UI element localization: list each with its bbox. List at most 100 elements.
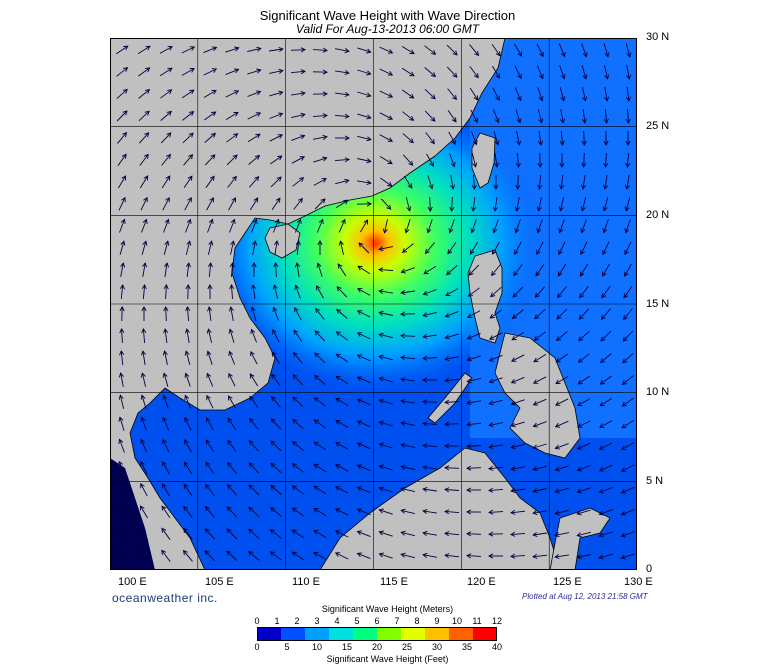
- wave-arrow-head: [139, 505, 145, 511]
- wave-arrow-head: [387, 137, 394, 142]
- colorbar-meter-tick: 8: [414, 616, 420, 626]
- wave-arrow: [335, 530, 349, 538]
- wave-arrow: [164, 329, 168, 343]
- colorbar-swatch: [257, 627, 282, 641]
- wave-arrow: [269, 134, 283, 142]
- wave-arrow: [228, 351, 236, 365]
- wave-arrow: [229, 329, 235, 343]
- wave-arrow: [185, 373, 191, 387]
- wave-arrow-head: [334, 464, 341, 469]
- wave-arrow: [492, 65, 500, 79]
- wave-arrow-head: [473, 117, 478, 124]
- wave-arrow: [249, 373, 259, 387]
- wave-arrow: [559, 65, 565, 79]
- colorbar-frame: [257, 627, 497, 641]
- wave-arrow-head: [272, 284, 278, 290]
- wave-arrow-head: [427, 206, 433, 212]
- wave-arrow-head: [474, 50, 480, 57]
- wave-arrow: [314, 330, 326, 342]
- wave-arrow: [557, 263, 567, 277]
- wave-arrow: [336, 309, 348, 319]
- wave-arrow-head: [118, 416, 124, 422]
- wave-arrow: [577, 442, 591, 450]
- wave-arrow: [225, 47, 239, 53]
- wave-arrow-head: [187, 196, 192, 203]
- wave-arrow: [451, 196, 453, 212]
- wave-arrow: [599, 509, 613, 515]
- wave-arrow-head: [378, 310, 384, 316]
- wave-arrow-head: [162, 372, 168, 378]
- wave-arrow: [292, 374, 304, 386]
- wave-arrow-head: [422, 530, 428, 536]
- wave-arrow-head: [206, 350, 212, 356]
- wave-arrow-head: [624, 184, 630, 190]
- wave-arrow: [120, 284, 124, 300]
- wave-arrow: [578, 308, 590, 320]
- wave-arrow-head: [625, 140, 631, 146]
- wave-arrow-head: [356, 354, 363, 359]
- wave-arrow-head: [270, 395, 276, 402]
- wave-arrow: [335, 442, 349, 450]
- wave-arrow-head: [422, 465, 428, 471]
- wave-arrow: [252, 241, 256, 255]
- wave-arrow: [360, 219, 368, 233]
- wave-arrow-head: [510, 357, 517, 362]
- wave-arrow: [335, 199, 349, 209]
- wave-arrow-head: [230, 240, 236, 246]
- colorbar-meter-tick: 1: [274, 616, 280, 626]
- wave-arrow-head: [188, 153, 194, 160]
- wave-arrow: [424, 110, 436, 122]
- wave-arrow: [555, 376, 569, 384]
- wave-arrow: [401, 444, 415, 448]
- wave-arrow: [269, 91, 283, 97]
- wave-arrow: [429, 196, 431, 212]
- wave-arrow: [357, 69, 371, 75]
- wave-arrow-head: [471, 206, 477, 212]
- wave-arrow: [336, 331, 348, 341]
- wave-arrow: [335, 464, 349, 472]
- wave-arrow: [488, 466, 504, 470]
- wave-arrow-head: [366, 201, 372, 207]
- wave-arrow-head: [600, 336, 606, 342]
- wave-arrow: [270, 176, 282, 188]
- colorbar-feet-tick: 25: [401, 642, 413, 652]
- wave-arrow: [622, 352, 634, 364]
- wave-arrow: [426, 153, 434, 167]
- wave-arrow-head: [299, 156, 306, 161]
- wave-arrow-head: [211, 46, 218, 52]
- wave-arrow-head: [334, 508, 341, 513]
- wave-arrow-head: [320, 198, 326, 204]
- wave-arrow: [227, 484, 237, 496]
- wave-arrow: [489, 444, 503, 448]
- lon-label-125: 125 E: [553, 576, 582, 588]
- wave-arrow-head: [598, 466, 605, 472]
- wave-arrow-head: [300, 112, 306, 118]
- wave-arrow: [446, 44, 458, 56]
- wave-arrow: [313, 552, 327, 560]
- wave-arrow: [205, 484, 215, 496]
- wave-arrow-head: [576, 444, 583, 450]
- wave-arrow: [424, 88, 436, 100]
- wave-arrow-head: [140, 438, 146, 445]
- wave-arrow: [533, 532, 547, 536]
- wave-arrow: [203, 46, 217, 54]
- wave-arrow: [314, 198, 326, 210]
- wave-arrow-head: [233, 68, 240, 74]
- wave-arrow-head: [300, 47, 306, 53]
- wave-arrow-head: [252, 218, 258, 224]
- wave-arrow-head: [334, 530, 341, 535]
- wave-arrow: [444, 467, 460, 469]
- wave-arrow: [489, 354, 503, 362]
- wave-arrow-head: [184, 416, 189, 423]
- wave-arrow: [379, 465, 393, 471]
- wave-arrow: [512, 309, 524, 319]
- colorbar-swatch: [377, 627, 402, 641]
- wave-arrow: [357, 354, 371, 362]
- wave-arrow: [379, 443, 393, 449]
- wave-arrow: [577, 509, 591, 515]
- wave-arrow: [293, 329, 303, 343]
- wave-arrow: [423, 311, 437, 317]
- wave-arrow-head: [536, 249, 541, 256]
- wave-arrow-head: [532, 422, 538, 428]
- wave-arrow-head: [488, 378, 494, 384]
